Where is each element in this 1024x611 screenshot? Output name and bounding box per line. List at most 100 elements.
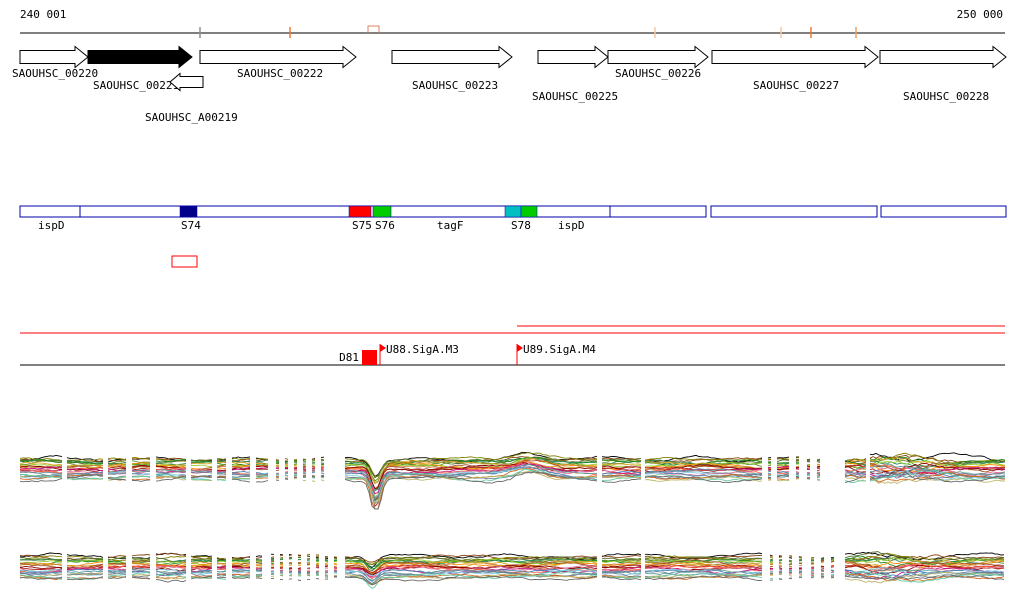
gene-arrow-SAOUHSC_00225[interactable] (537, 45, 609, 69)
coverage-trace (798, 573, 803, 575)
coverage-trace (816, 476, 821, 478)
coverage-trace (806, 467, 811, 469)
gene-arrow-SAOUHSC_00220[interactable] (19, 45, 89, 69)
coverage-trace (798, 575, 803, 577)
coverage-trace (284, 464, 289, 466)
selection-box[interactable] (171, 255, 198, 268)
coverage-trace (216, 562, 227, 565)
coverage-trace (216, 565, 227, 569)
coverage-trace (155, 476, 187, 481)
feature-block[interactable] (520, 205, 538, 218)
coverage-trace (769, 559, 774, 562)
coverage-trace (19, 459, 63, 463)
coverage-trace (284, 472, 289, 475)
gene-arrow-SAOUHSC_00222[interactable] (199, 45, 357, 69)
coverage-trace (19, 573, 63, 579)
coverage-trace (844, 471, 867, 475)
coverage-trace (816, 474, 821, 477)
coverage-trace (644, 573, 763, 579)
gene-arrow-SAOUHSC_00228[interactable] (879, 45, 1007, 69)
feature-bar-box (710, 205, 878, 218)
feature-block-S76[interactable] (372, 205, 392, 218)
coverage-trace (190, 460, 213, 463)
coverage-trace (231, 471, 251, 473)
coverage-trace (869, 460, 1006, 466)
gene-arrow-SAOUHSC_A00219[interactable] (169, 72, 204, 92)
coverage-trace (297, 554, 302, 556)
gene-label-SAOUHSC_00222: SAOUHSC_00222 (237, 67, 323, 80)
coverage-trace (333, 560, 338, 563)
coverage-trace (324, 563, 329, 566)
coverage-trace (107, 557, 127, 562)
marker-flag-U89.SigA.M4[interactable] (517, 344, 523, 352)
coverage-trace (131, 557, 151, 560)
coverage-trace (869, 464, 1006, 474)
coverage-trace (311, 480, 316, 482)
coverage-trace (131, 457, 150, 460)
coverage-trace (231, 562, 251, 567)
gene-arrow-SAOUHSC_00221[interactable] (87, 45, 193, 69)
coverage-trace (844, 572, 1005, 582)
gene-arrow-SAOUHSC_00223[interactable] (391, 45, 513, 69)
coverage-trace (107, 461, 127, 466)
coverage-trace (297, 562, 302, 564)
coverage-trace (844, 459, 867, 464)
coverage-trace (155, 575, 187, 580)
coverage-trace (19, 574, 63, 581)
coverage-trace (255, 559, 263, 561)
coverage-trace (155, 467, 187, 470)
coverage-trace (288, 572, 293, 575)
coverage-trace (869, 462, 1006, 473)
coverage-trace (155, 475, 187, 482)
coverage-trace (155, 578, 187, 583)
coverage-trace (344, 560, 598, 575)
coverage-trace (806, 472, 811, 475)
coverage-trace (190, 464, 213, 468)
coverage-trace (19, 576, 63, 580)
coverage-trace (190, 475, 213, 479)
coverage-trace (19, 461, 63, 466)
feature-block-S78[interactable] (504, 205, 522, 218)
coverage-trace (344, 571, 598, 589)
marker-flag-U88.SigA.M3[interactable] (380, 344, 386, 352)
coverage-trace (644, 476, 763, 482)
coverage-trace (284, 470, 289, 473)
coverage-trace (255, 480, 269, 483)
coverage-trace (302, 469, 307, 471)
coverage-trace (66, 572, 104, 576)
coverage-trace (844, 571, 1005, 580)
coverage-trace (288, 568, 293, 570)
coverage-trace (830, 573, 835, 576)
coverage-trace (270, 563, 275, 566)
coverage-trace (776, 456, 790, 459)
coverage-trace (131, 469, 151, 473)
coverage-trace (131, 460, 151, 463)
feature-block-S74[interactable] (179, 205, 198, 218)
coverage-trace (776, 468, 790, 471)
coverage-trace (311, 465, 316, 468)
coverage-trace (66, 559, 104, 563)
coverage-trace (131, 560, 151, 562)
feature-block-label: S74 (181, 219, 201, 232)
coverage-trace (788, 571, 793, 573)
coverage-trace (155, 552, 187, 557)
marker-box-D81[interactable] (362, 350, 377, 365)
coverage-trace (788, 561, 793, 563)
coverage-trace (315, 577, 320, 580)
gene-arrow-SAOUHSC_00226[interactable] (607, 45, 709, 69)
coverage-trace (601, 576, 642, 581)
coverage-trace (644, 555, 763, 561)
coverage-trace (66, 477, 104, 480)
coverage-trace (644, 564, 762, 569)
gene-arrow-SAOUHSC_00227[interactable] (711, 45, 879, 69)
coverage-trace (19, 563, 63, 568)
coverage-trace (216, 466, 226, 468)
coverage-trace (255, 561, 263, 564)
marker-label-U89.SigA.M4: U89.SigA.M4 (523, 343, 596, 356)
coverage-trace (107, 565, 127, 568)
gene-label-SAOUHSC_00226: SAOUHSC_00226 (615, 67, 701, 80)
coverage-trace (806, 458, 811, 461)
feature-block-S75[interactable] (348, 205, 372, 218)
coverage-trace (155, 472, 187, 476)
coverage-trace (19, 459, 63, 466)
